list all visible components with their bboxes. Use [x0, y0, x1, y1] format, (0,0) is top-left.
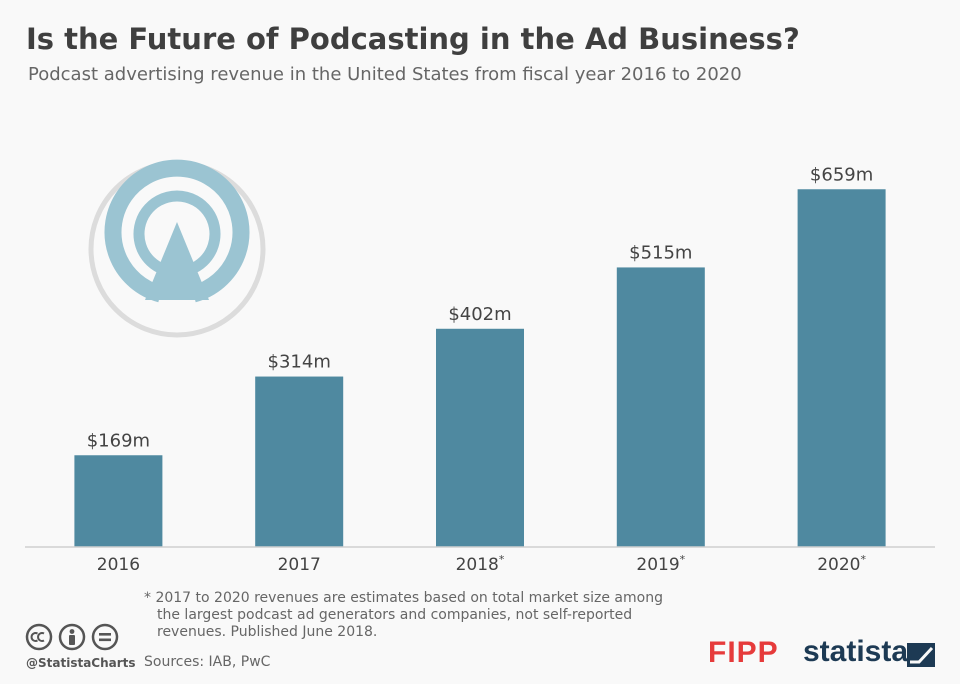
bar-4: [797, 189, 886, 547]
x-tick-label-1: 2017: [278, 555, 321, 575]
statista-handle: @StatistaCharts: [26, 656, 136, 670]
chart-subtitle: Podcast advertising revenue in the Unite…: [28, 64, 742, 85]
podcast-icon: [88, 159, 266, 338]
data-label-2: $402m: [448, 304, 511, 325]
sources: Sources: IAB, PwC: [144, 654, 271, 670]
fipp-logo: FIPP: [708, 636, 779, 669]
x-tick-label-4: 2020*: [817, 553, 866, 575]
bar-1: [255, 376, 344, 547]
bar-3: [616, 267, 705, 547]
data-label-0: $169m: [87, 430, 150, 451]
bar-0: [74, 455, 163, 547]
x-tick-label-3: 2019*: [636, 553, 685, 575]
chart-title: Is the Future of Podcasting in the Ad Bu…: [26, 22, 800, 56]
data-label-4: $659m: [810, 164, 873, 185]
license-icons: [25, 623, 123, 655]
x-tick-label-0: 2016: [97, 555, 140, 575]
nd-icon: [91, 623, 119, 651]
cc-icon: [25, 623, 53, 651]
data-label-1: $314m: [268, 352, 331, 373]
footnote-line1: * 2017 to 2020 revenues are estimates ba…: [144, 590, 663, 606]
statista-logo: statista: [803, 635, 909, 668]
statista-mark-icon: [907, 643, 935, 667]
footnote-rest: the largest podcast ad generators and co…: [157, 607, 633, 640]
x-tick-label-2: 2018*: [456, 553, 505, 575]
footnote: * 2017 to 2020 revenues are estimates ba…: [144, 590, 704, 641]
data-label-3: $515m: [629, 242, 692, 263]
bar-2: [436, 328, 524, 547]
by-icon: [58, 623, 86, 651]
